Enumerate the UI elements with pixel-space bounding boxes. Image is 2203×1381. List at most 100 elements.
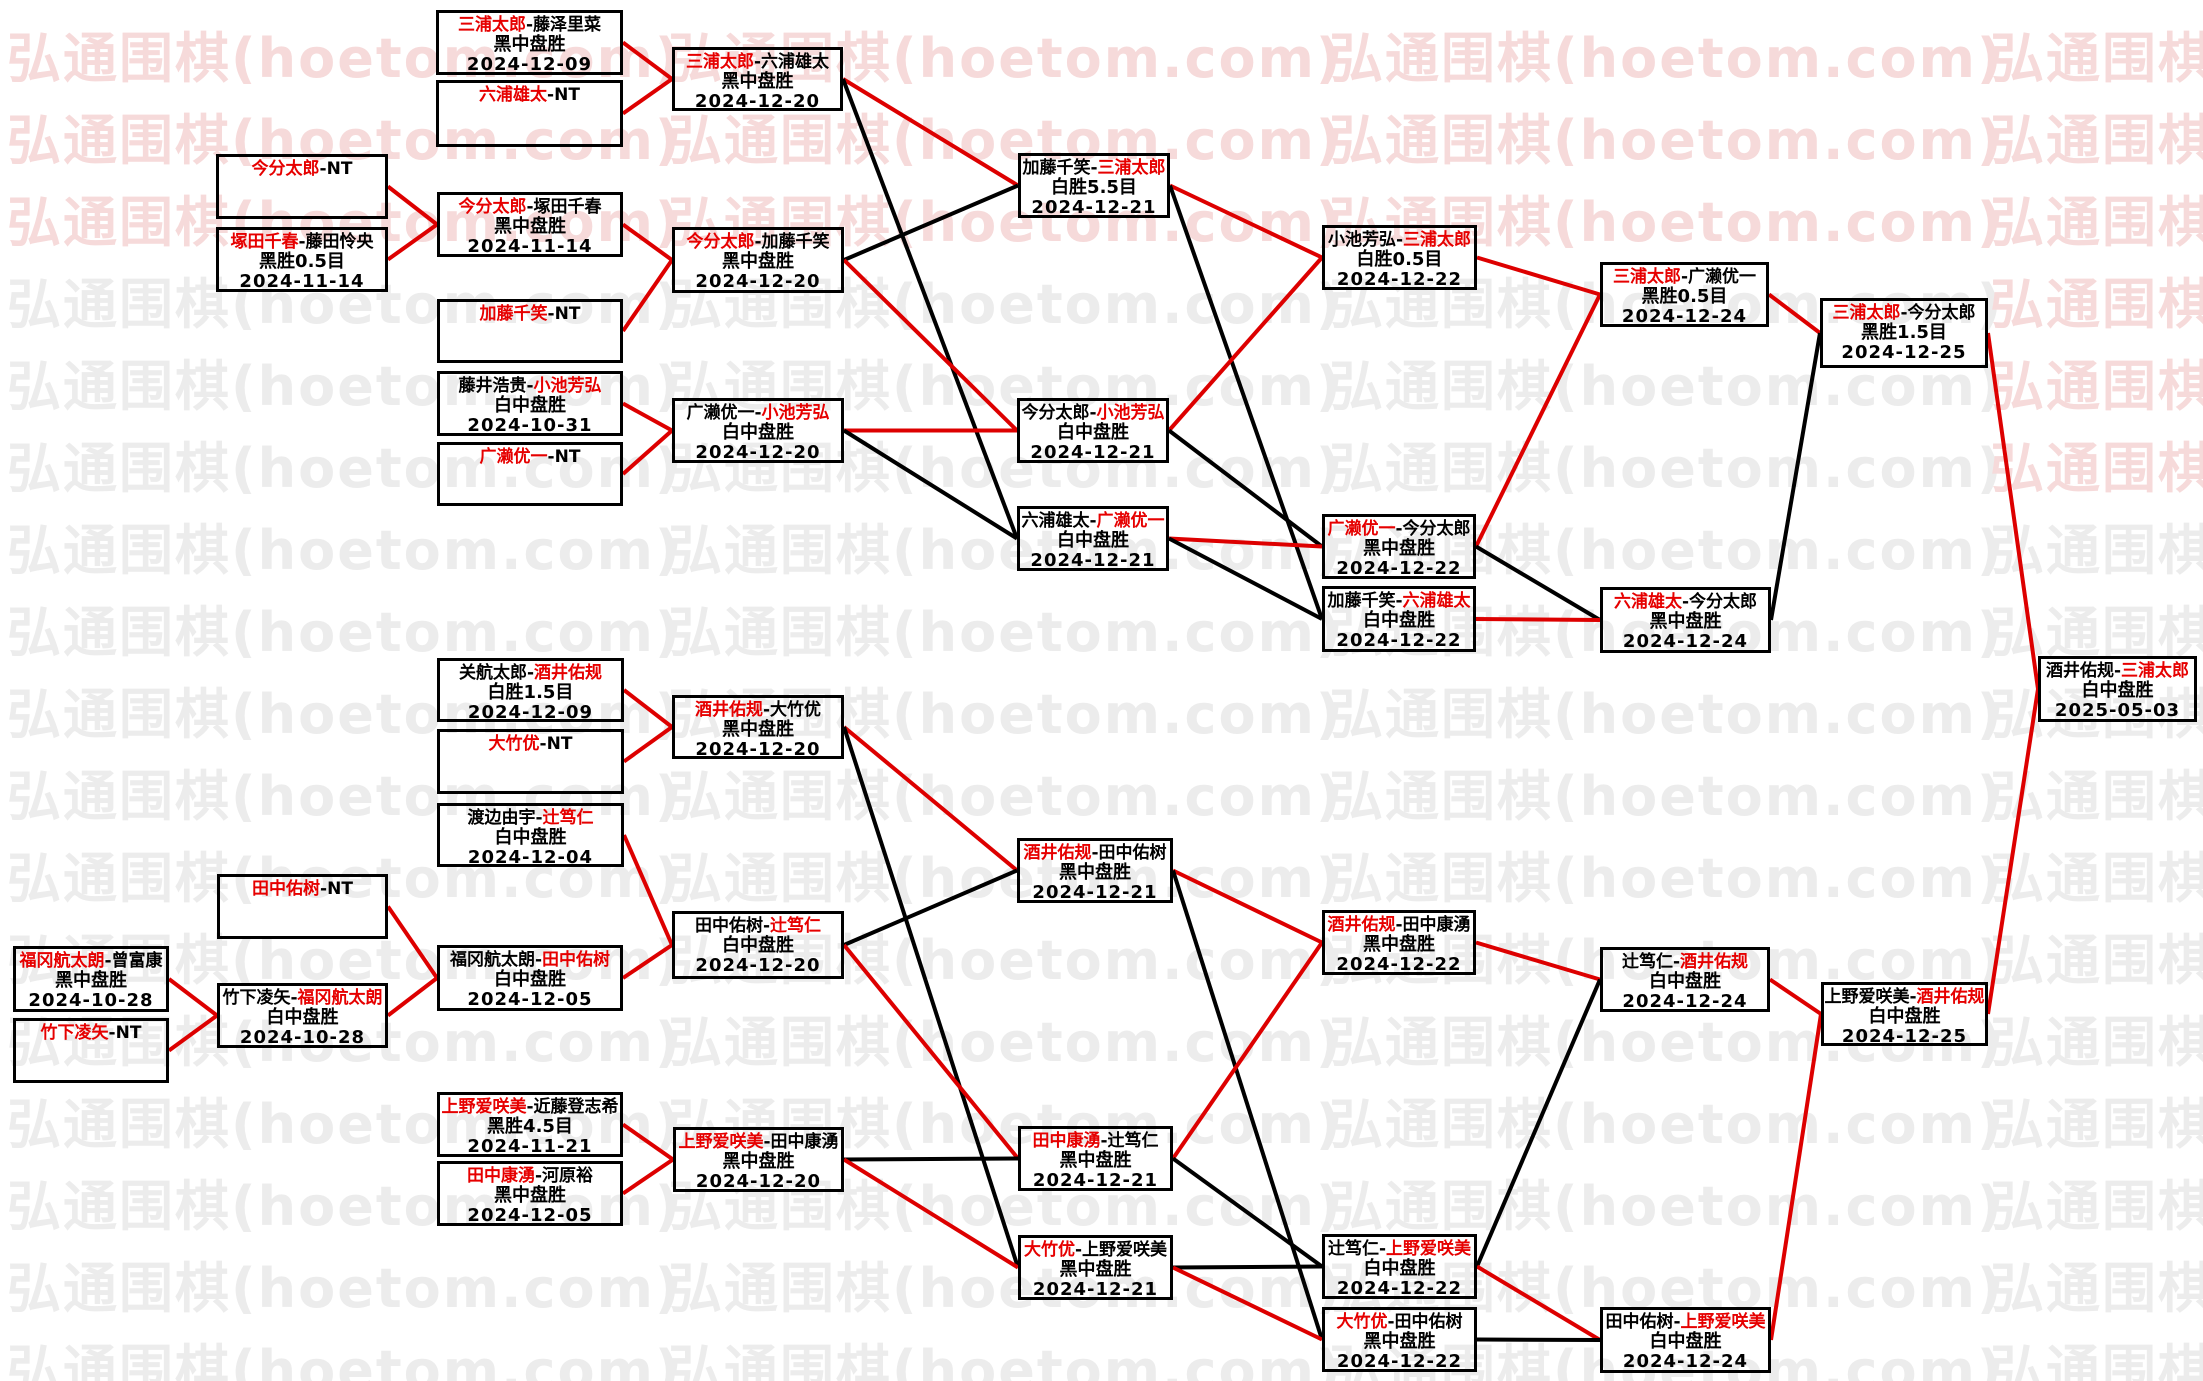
watermark-text: 弘通围棋(hoetom.com) <box>1990 1011 2203 1074</box>
winner-player-name: 三浦太郎 <box>1832 303 1901 323</box>
winner-player-name: 三浦太郎 <box>685 52 754 72</box>
match-box[interactable]: 上野爱咲美-田中康湧 黑中盘胜 2024-12-20 <box>673 1127 844 1192</box>
watermark-text: 弘通围棋(hoetom.com) <box>1329 109 2004 172</box>
match-players: 竹下凌矢-福冈航太朗 <box>220 988 385 1008</box>
match-box[interactable]: 竹下凌矢-福冈航太朗 白中盘胜 2024-10-28 <box>217 983 388 1048</box>
match-box[interactable]: 田中康湧-河原裕 黑中盘胜 2024-12-05 <box>437 1161 623 1226</box>
player-name: -今分太郎 <box>1681 592 1758 612</box>
match-date: 2024-12-24 <box>1622 1351 1749 1372</box>
match-result: 白中盘胜 <box>1363 1258 1436 1279</box>
watermark-text: 弘通围棋(hoetom.com) <box>1329 437 2004 500</box>
match-box[interactable]: 福冈航太朗-曾富康 黑中盘胜 2024-10-28 <box>13 946 169 1012</box>
match-date: 2024-12-05 <box>467 1205 593 1226</box>
match-players: 广濑优一-NT <box>440 447 620 467</box>
match-box[interactable]: 今分太郎-小池芳弘 白中盘胜 2024-12-21 <box>1017 398 1169 463</box>
watermark-text: 弘通围棋(hoetom.com) <box>1990 847 2203 910</box>
winner-player-name: 酒井佑规 <box>1916 987 1985 1007</box>
match-box[interactable]: 辻笃仁-上野爱咲美 白中盘胜 2024-12-22 <box>1322 1234 1477 1299</box>
winner-path-line <box>1169 183 1323 260</box>
winner-path-line <box>1768 977 1823 1016</box>
match-box[interactable]: 渡边由宇-辻笃仁 白中盘胜 2024-12-04 <box>437 803 624 868</box>
watermark-text: 弘通围棋(hoetom.com) <box>1329 519 2004 582</box>
watermark-text: 弘通围棋(hoetom.com) <box>1329 1175 2004 1238</box>
match-date: 2024-12-22 <box>1336 954 1462 975</box>
match-result: 黑胜0.5目 <box>1641 286 1728 307</box>
match-box[interactable]: 上野爱咲美-酒井佑规 白中盘胜 2024-12-25 <box>1821 982 1988 1047</box>
match-box[interactable]: 今分太郎-NT <box>216 154 388 219</box>
match-box[interactable]: 关航太郎-酒井佑规 白胜1.5目 2024-12-09 <box>437 658 624 723</box>
player-name: -上野爱咲美 <box>1074 1240 1168 1260</box>
match-box[interactable]: 广濑优一-今分太郎 黑中盘胜 2024-12-22 <box>1322 514 1476 579</box>
match-box[interactable]: 六浦雄太-今分太郎 黑中盘胜 2024-12-24 <box>1600 587 1771 653</box>
player-name: -NT <box>108 1023 142 1043</box>
player-name: -今分太郎 <box>1900 303 1976 323</box>
match-box[interactable]: 酒井佑规-田中康湧 黑中盘胜 2024-12-22 <box>1322 910 1476 975</box>
match-date: 2024-10-31 <box>467 415 593 436</box>
match-box[interactable]: 大竹优-NT <box>437 729 624 794</box>
winner-path-line <box>386 976 439 1018</box>
winner-path-line <box>1171 941 1324 1160</box>
match-players: 辻笃仁-上野爱咲美 <box>1325 1239 1474 1259</box>
winner-path-line <box>1172 868 1323 945</box>
match-box[interactable]: 今分太郎-塚田千春 黑中盘胜 2024-11-14 <box>437 192 623 257</box>
match-box[interactable]: 六浦雄太-广濑优一 白中盘胜 2024-12-21 <box>1017 506 1169 571</box>
winner-path-line <box>386 905 439 980</box>
watermark-text: 弘通围棋(hoetom.com) <box>1329 1339 2004 1381</box>
watermark-text: 弘通围棋(hoetom.com) <box>7 847 682 910</box>
match-result: 黑胜1.5目 <box>1861 322 1947 343</box>
match-date: 2024-12-22 <box>1336 558 1462 579</box>
match-box[interactable]: 广濑优一-小池芳弘 白中盘胜 2024-12-20 <box>672 398 844 463</box>
match-box[interactable]: 辻笃仁-酒井佑规 白中盘胜 2024-12-24 <box>1600 947 1770 1012</box>
winner-path-line <box>842 258 1019 432</box>
match-players: 竹下凌矢-NT <box>16 1023 166 1043</box>
match-players: 田中康湧-辻笃仁 <box>1021 1131 1170 1151</box>
match-result: 白中盘胜 <box>1057 530 1129 551</box>
match-box[interactable]: 竹下凌矢-NT <box>13 1018 169 1083</box>
match-box[interactable]: 酒井佑规-大竹优 黑中盘胜 2024-12-20 <box>672 695 844 760</box>
match-players: 加藤千笑-三浦太郎 <box>1021 158 1167 178</box>
match-box[interactable]: 三浦太郎-今分太郎 黑胜1.5目 2024-12-25 <box>1820 298 1988 368</box>
match-box[interactable]: 加藤千笑-六浦雄太 白中盘胜 2024-12-22 <box>1322 586 1476 652</box>
match-players: 酒井佑规-大竹优 <box>675 700 841 720</box>
match-result: 黑中盘胜 <box>1059 1150 1132 1171</box>
watermark-text: 弘通围棋(hoetom.com) <box>1990 273 2203 336</box>
watermark-text: 弘通围棋(hoetom.com) <box>1990 1093 2203 1156</box>
player-name: -NT <box>320 879 353 899</box>
player-name: 辻笃仁- <box>1621 952 1681 972</box>
match-box[interactable]: 三浦太郎-藤泽里菜 黑中盘胜 2024-12-09 <box>436 10 623 75</box>
match-box[interactable]: 小池芳弘-三浦太郎 白胜0.5目 2024-12-22 <box>1322 225 1477 290</box>
winner-path-line <box>1475 617 1601 622</box>
match-box[interactable]: 大竹优-上野爱咲美 黑中盘胜 2024-12-21 <box>1018 1235 1173 1300</box>
match-box[interactable]: 六浦雄太-NT <box>436 80 623 147</box>
match-box[interactable]: 广濑优一-NT <box>437 442 623 506</box>
match-box[interactable]: 加藤千笑-三浦太郎 白胜5.5目 2024-12-21 <box>1018 153 1170 218</box>
match-players: 六浦雄太-今分太郎 <box>1603 592 1768 612</box>
match-box[interactable]: 塚田千春-藤田怜央 黑胜0.5目 2024-11-14 <box>216 227 388 292</box>
match-box[interactable]: 三浦太郎-广濑优一 黑胜0.5目 2024-12-24 <box>1600 262 1769 327</box>
match-box[interactable]: 田中佑树-上野爱咲美 白中盘胜 2024-12-24 <box>1600 1307 1771 1373</box>
match-box[interactable]: 酒井佑规-田中佑树 黑中盘胜 2024-12-21 <box>1017 838 1173 903</box>
player-name: -六浦雄太 <box>753 52 830 72</box>
match-box[interactable]: 大竹优-田中佑树 黑中盘胜 2024-12-22 <box>1322 1307 1477 1372</box>
match-box[interactable]: 田中佑树-辻笃仁 白中盘胜 2024-12-20 <box>672 911 844 979</box>
winner-path-line <box>622 725 674 764</box>
watermark-text: 弘通围棋(hoetom.com) <box>1329 1011 2004 1074</box>
match-date: 2024-12-21 <box>1030 550 1156 571</box>
match-box[interactable]: 今分太郎-加藤千笑 黑中盘胜 2024-12-20 <box>672 227 844 293</box>
match-date: 2024-12-09 <box>466 54 593 75</box>
winner-player-name: 六浦雄太 <box>479 85 548 105</box>
player-name: 小池芳弘- <box>1327 230 1404 250</box>
match-players: 今分太郎-加藤千笑 <box>675 232 841 252</box>
match-box[interactable]: 藤井浩贵-小池芳弘 白中盘胜 2024-10-31 <box>437 371 623 436</box>
winner-path-line <box>842 943 1020 1160</box>
match-box[interactable]: 三浦太郎-六浦雄太 黑中盘胜 2024-12-20 <box>672 47 843 112</box>
match-box[interactable]: 田中康湧-辻笃仁 黑中盘胜 2024-12-21 <box>1018 1126 1173 1191</box>
match-box[interactable]: 上野爱咲美-近藤登志希 黑胜4.5目 2024-11-21 <box>437 1092 623 1157</box>
match-result: 白中盘胜 <box>722 935 794 956</box>
match-box[interactable]: 福冈航太朗-田中佑树 白中盘胜 2024-12-05 <box>437 945 623 1011</box>
match-result: 黑中盘胜 <box>1059 862 1131 883</box>
match-box[interactable]: 酒井佑规-三浦太郎 白中盘胜 2025-05-03 <box>2038 656 2197 722</box>
match-box[interactable]: 田中佑树-NT <box>217 874 388 939</box>
match-box[interactable]: 加藤千笑-NT <box>437 299 623 363</box>
winner-player-name: 酒井佑规 <box>534 663 603 683</box>
